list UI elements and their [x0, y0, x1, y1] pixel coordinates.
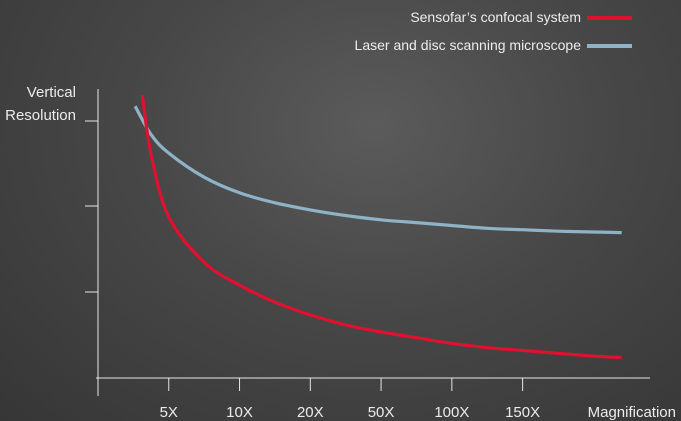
x-tick-label: 10X — [226, 404, 253, 421]
x-axis-title: Magnification — [588, 404, 676, 421]
x-tick-label: 50X — [368, 404, 395, 421]
x-tick-label: 150X — [505, 404, 540, 421]
axes — [85, 89, 650, 396]
x-tick-label: 5X — [160, 404, 178, 421]
x-tick-label: 100X — [434, 404, 469, 421]
axis-labels: 5X 10X 20X 50X 100X 150X Magnification Vertical… — [5, 84, 676, 421]
legend-item-confocal-swatch — [587, 16, 632, 20]
series-lines — [133, 94, 622, 360]
legend-item-laser-disc-swatch — [587, 44, 632, 48]
legend-item-confocal-label: Sensofar’s confocal system — [410, 9, 581, 25]
laser-disc-series-line — [133, 105, 622, 235]
legend-item-laser-disc-label: Laser and disc scanning microscope — [355, 37, 582, 53]
legend: Sensofar’s confocal system Laser and disc… — [355, 9, 632, 53]
y-axis-title: Vertical Resolution — [5, 84, 76, 124]
y-axis-title-line: Resolution — [5, 107, 76, 124]
y-axis-title-line: Vertical — [27, 84, 76, 101]
confocal-series-line — [140, 94, 622, 360]
x-tick-label: 20X — [297, 404, 324, 421]
